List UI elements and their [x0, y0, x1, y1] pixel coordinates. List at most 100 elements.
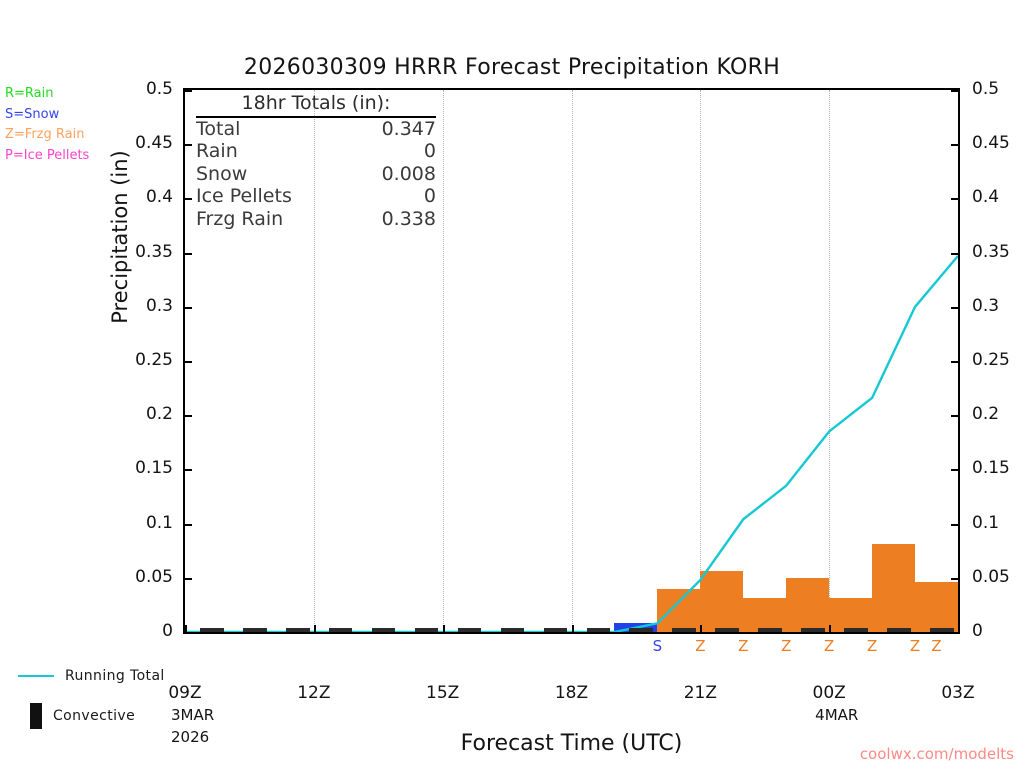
key-running-total-label: Running Total: [65, 668, 165, 684]
y-tick-label-left: 0.1: [145, 512, 173, 533]
precip-bar: [743, 598, 787, 632]
gridline: [571, 90, 573, 632]
x-tick-label: 21Z: [683, 683, 717, 703]
convective-dash: [930, 628, 954, 632]
y-tick-label-right: 0.15: [972, 458, 1010, 479]
y-tick-label-right: 0.4: [972, 187, 1000, 208]
convective-swatch-icon: [30, 703, 42, 729]
running-total-line: [185, 255, 958, 632]
totals-label-total: Total: [196, 117, 241, 140]
totals-heading: 18hr Totals (in):: [196, 92, 436, 118]
convective-dash: [414, 628, 439, 632]
y-tick-label-left: 0.05: [135, 566, 173, 587]
convective-dash: [629, 628, 654, 632]
convective-dash: [500, 628, 525, 632]
y-axis-title: Precipitation (in): [108, 150, 132, 324]
precip-type-legend: R=Rain S=Snow Z=Frzg Rain P=Ice Pellets: [5, 84, 89, 166]
totals-box: 18hr Totals (in): Total 0.347 Rain 0 Sno…: [196, 92, 436, 231]
y-tick-label-right: 0.35: [972, 241, 1010, 262]
convective-dash: [844, 628, 868, 632]
y-tick-label-right: 0.45: [972, 133, 1010, 154]
x-tick-label: 12Z: [297, 683, 331, 703]
key-convective: Convective: [18, 703, 135, 729]
totals-row-frzg-rain: Frzg Rain 0.338: [196, 208, 436, 231]
convective-dash: [758, 628, 782, 632]
y-tick-label-right: 0.5: [972, 79, 1000, 99]
totals-value-frzg-rain: 0.338: [381, 207, 436, 230]
totals-label-snow: Snow: [196, 162, 248, 185]
page-title: 2026030309 HRRR Forecast Precipitation K…: [243, 55, 781, 80]
gridline: [700, 90, 702, 632]
precip-bar: [872, 544, 916, 632]
gridline: [313, 90, 315, 632]
y-tick-label-right: 0.25: [972, 350, 1010, 370]
convective-dash: [715, 628, 739, 632]
y-tick-label-left: 0.15: [135, 458, 173, 479]
convective-dash: [285, 628, 310, 632]
precip-bar: [700, 571, 744, 632]
x-tick-label: 00Z: [812, 683, 846, 703]
totals-row-total: Total 0.347: [196, 118, 436, 141]
totals-value-rain: 0: [423, 140, 436, 163]
y-tick-label-left: 0: [162, 621, 173, 641]
x-tick-label: 15Z: [426, 683, 460, 703]
totals-row-snow: Snow 0.008: [196, 163, 436, 186]
y-tick-label-left: 0.5: [145, 79, 173, 99]
convective-dash: [586, 628, 611, 632]
convective-dash: [543, 628, 568, 632]
convective-dash: [242, 628, 267, 632]
ptype-marker: Z: [866, 637, 878, 655]
legend-item-ice-pellets: P=Ice Pellets: [5, 147, 90, 163]
totals-value-ice-pellets: 0: [423, 185, 436, 208]
precip-bar: [657, 588, 701, 632]
legend-item-frzg-rain: Z=Frzg Rain: [5, 127, 85, 142]
running-total-polyline: [185, 255, 958, 632]
totals-label-frzg-rain: Frzg Rain: [196, 207, 284, 230]
totals-value-snow: 0.008: [381, 162, 436, 185]
totals-row-ice-pellets: Ice Pellets 0: [196, 185, 436, 208]
y-tick-label-right: 0.3: [972, 295, 1000, 316]
key-convective-label: Convective: [53, 708, 136, 724]
totals-label-rain: Rain: [196, 140, 238, 163]
ptype-marker: Z: [824, 637, 835, 655]
legend-item-rain: R=Rain: [5, 86, 54, 101]
convective-dash: [328, 628, 353, 632]
ptype-marker: Z: [931, 637, 942, 655]
y-tick-label-right: 0: [972, 621, 983, 641]
totals-row-rain: Rain 0: [196, 140, 436, 163]
x-tick-label: 18Z: [554, 683, 589, 703]
precip-bar: [786, 577, 830, 632]
convective-dash: [801, 628, 825, 632]
gridline: [829, 90, 831, 632]
x-date-sublabel: 4MAR: [815, 706, 859, 724]
y-tick-label-right: 0.2: [972, 404, 1000, 425]
gridline: [442, 90, 444, 632]
x-date-sublabel: 3MAR: [171, 706, 215, 724]
ptype-marker: Z: [695, 637, 706, 655]
x-tick-label: 09Z: [168, 683, 202, 703]
plot-area: [183, 88, 960, 634]
totals-label-ice-pellets: Ice Pellets: [196, 185, 292, 208]
convective-dash: [200, 628, 224, 632]
convective-dash: [887, 628, 911, 632]
ptype-marker: Z: [781, 637, 792, 655]
convective-dash: [672, 628, 697, 632]
y-tick-label-right: 0.05: [972, 566, 1010, 587]
convective-dash: [457, 628, 482, 632]
ptype-marker: S: [652, 637, 663, 655]
x-axis-title: Forecast Time (UTC): [460, 731, 683, 756]
y-tick-label-right: 0.1: [972, 512, 1000, 533]
x-tick-label: 03Z: [941, 683, 975, 703]
convective-dash: [371, 628, 396, 632]
y-tick-label-left: 0.2: [145, 404, 173, 425]
running-total-line-icon: [18, 675, 54, 677]
precip-bar: [915, 582, 958, 632]
legend-item-snow: S=Snow: [5, 106, 60, 122]
key-running-total: Running Total: [18, 668, 165, 684]
plot-inner: [185, 90, 958, 632]
precip-bar: [829, 598, 873, 632]
watermark: coolwx.com/modelts: [859, 745, 1014, 763]
ptype-marker: Z: [909, 637, 921, 655]
ptype-marker: Z: [738, 637, 749, 655]
totals-value-total: 0.347: [381, 117, 436, 140]
